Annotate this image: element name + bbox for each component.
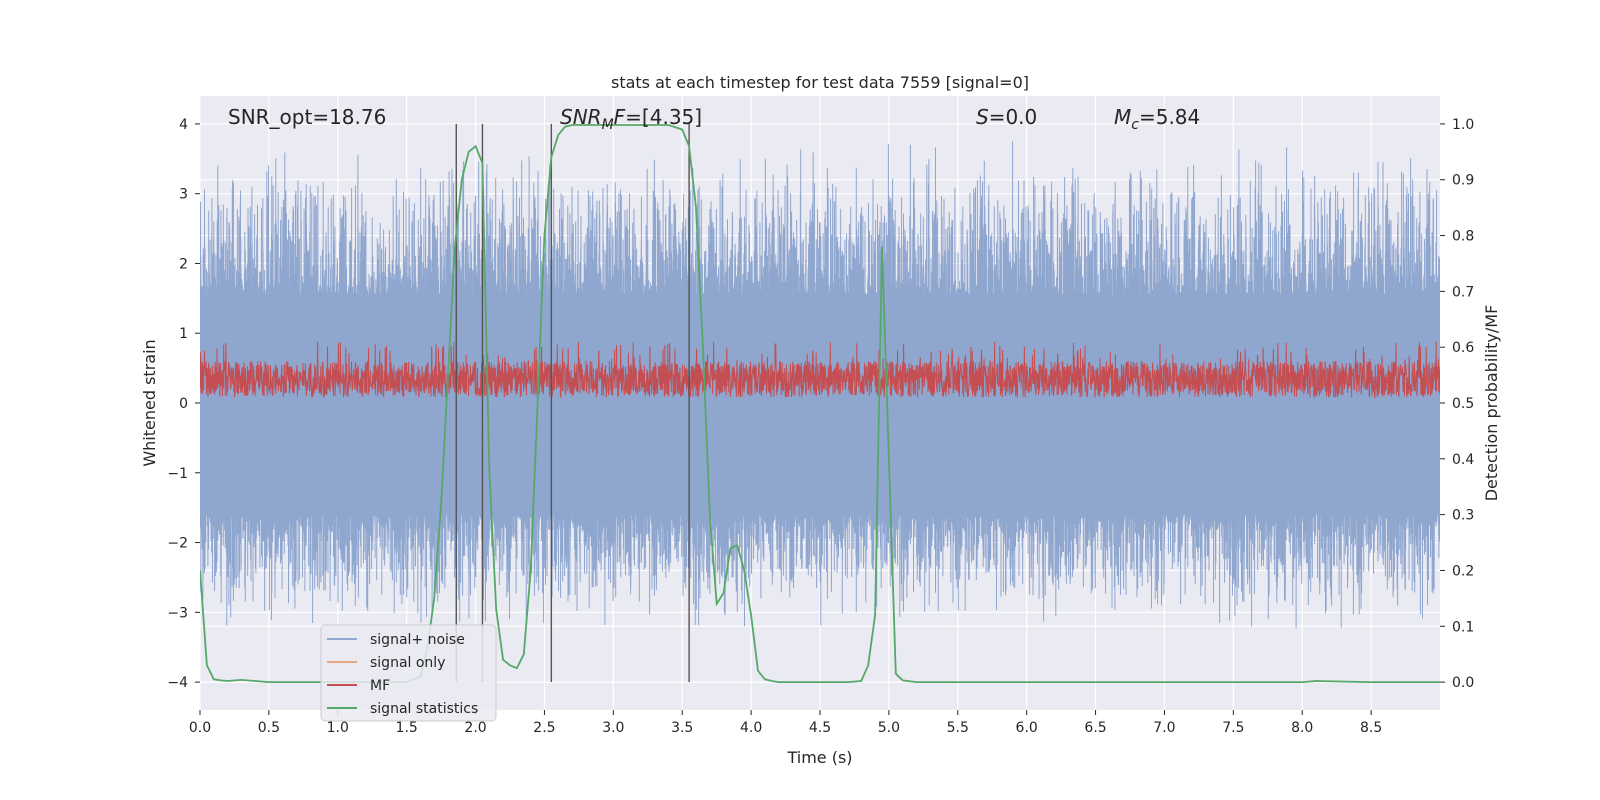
- y-axis-left-ticks: 4 3 2 1 0 −1 −2 −3 −4: [167, 117, 200, 691]
- x-tick-label-5: 2.5: [533, 720, 555, 736]
- series-mf: [200, 341, 1440, 399]
- x-tick-label-11: 5.5: [947, 720, 969, 736]
- annotation-mc-subscript: c: [1131, 117, 1139, 133]
- x-tick-label-4: 2.0: [464, 720, 486, 736]
- x-tick-label-12: 6.0: [1016, 720, 1038, 736]
- x-tick-label-10: 5.0: [878, 720, 900, 736]
- x-tick-label-2: 1.0: [327, 720, 349, 736]
- annotation-snr-mf: SNRMF=[4.35]: [560, 105, 702, 133]
- annotation-snr-opt: SNR_opt=18.76: [228, 105, 386, 129]
- legend-label-signal-statistics: signal statistics: [370, 701, 478, 717]
- x-tick-label-1: 0.5: [258, 720, 280, 736]
- y-right-tick-label-7: 0.3: [1452, 508, 1474, 524]
- vertical-markers: [455, 123, 690, 683]
- x-axis-ticks: 0.0 0.5 1.0 1.5 2.0 2.5 3.0 3.5 4.0 4.5 5.0 5.5 6.0 6…: [189, 710, 1382, 736]
- annotation-s-symbol: S: [976, 105, 989, 129]
- x-tick-label-16: 8.0: [1291, 720, 1313, 736]
- y-left-tick-label-3: 1: [179, 326, 188, 342]
- y-right-tick-label-1: 0.9: [1452, 173, 1474, 189]
- annotation-mc-symbol: M: [1114, 105, 1131, 129]
- y-right-tick-label-8: 0.2: [1452, 563, 1474, 579]
- y-left-tick-label-0: 4: [179, 117, 188, 133]
- legend-box: [320, 624, 497, 722]
- annotation-snr-mf-value: =[4.35]: [625, 105, 702, 129]
- x-tick-label-0: 0.0: [189, 720, 211, 736]
- y-right-tick-label-6: 0.4: [1452, 452, 1474, 468]
- y-right-tick-label-3: 0.7: [1452, 284, 1474, 300]
- annotation-mc: Mc=5.84: [1114, 105, 1200, 133]
- y-left-tick-label-7: −3: [167, 605, 188, 621]
- legend-label-signal-noise: signal+ noise: [370, 632, 465, 648]
- x-tick-label-3: 1.5: [396, 720, 418, 736]
- y-left-tick-label-1: 3: [179, 187, 188, 203]
- y-left-tick-label-2: 2: [179, 256, 188, 272]
- annotation-snr-mf-f: F: [614, 105, 626, 129]
- x-tick-label-13: 6.5: [1084, 720, 1106, 736]
- y-left-tick-label-4: 0: [179, 396, 188, 412]
- x-tick-label-6: 3.0: [602, 720, 624, 736]
- y-left-tick-label-8: −4: [167, 675, 188, 691]
- annotation-snr-mf-subscript: M: [602, 117, 614, 133]
- y-right-tick-label-5: 0.5: [1452, 396, 1474, 412]
- y-left-tick-label-6: −2: [167, 536, 188, 552]
- annotation-mc-value: =5.84: [1139, 105, 1200, 129]
- y-right-tick-label-4: 0.6: [1452, 340, 1474, 356]
- y-right-tick-label-10: 0.0: [1452, 675, 1474, 691]
- y-axis-right-ticks: 1.0 0.9 0.8 0.7 0.6 0.5 0.4 0.3 0.2 0.1 0.0: [1440, 117, 1474, 691]
- x-tick-label-9: 4.5: [809, 720, 831, 736]
- y-right-tick-label-0: 1.0: [1452, 117, 1474, 133]
- y-axis-right-label: Detection probability/MF: [1482, 305, 1501, 502]
- x-tick-label-7: 3.5: [671, 720, 693, 736]
- y-right-tick-label-9: 0.1: [1452, 619, 1474, 635]
- y-axis-left-label: Whitened strain: [140, 339, 159, 466]
- x-axis-label: Time (s): [786, 748, 852, 767]
- annotation-snr-mf-symbol: SNR: [560, 105, 602, 129]
- annotation-s-value: =0.0: [989, 105, 1038, 129]
- y-left-tick-label-5: −1: [167, 466, 188, 482]
- x-tick-label-17: 8.5: [1360, 720, 1382, 736]
- x-tick-label-8: 4.0: [740, 720, 762, 736]
- legend: signal+ noise signal only MF signal stat…: [320, 624, 497, 722]
- legend-label-signal-only: signal only: [370, 655, 445, 671]
- x-tick-label-14: 7.0: [1153, 720, 1175, 736]
- x-tick-label-15: 7.5: [1222, 720, 1244, 736]
- annotation-s: S=0.0: [976, 105, 1037, 129]
- chart-title: stats at each timestep for test data 755…: [611, 73, 1029, 92]
- y-right-tick-label-2: 0.8: [1452, 229, 1474, 245]
- legend-label-mf: MF: [370, 678, 390, 694]
